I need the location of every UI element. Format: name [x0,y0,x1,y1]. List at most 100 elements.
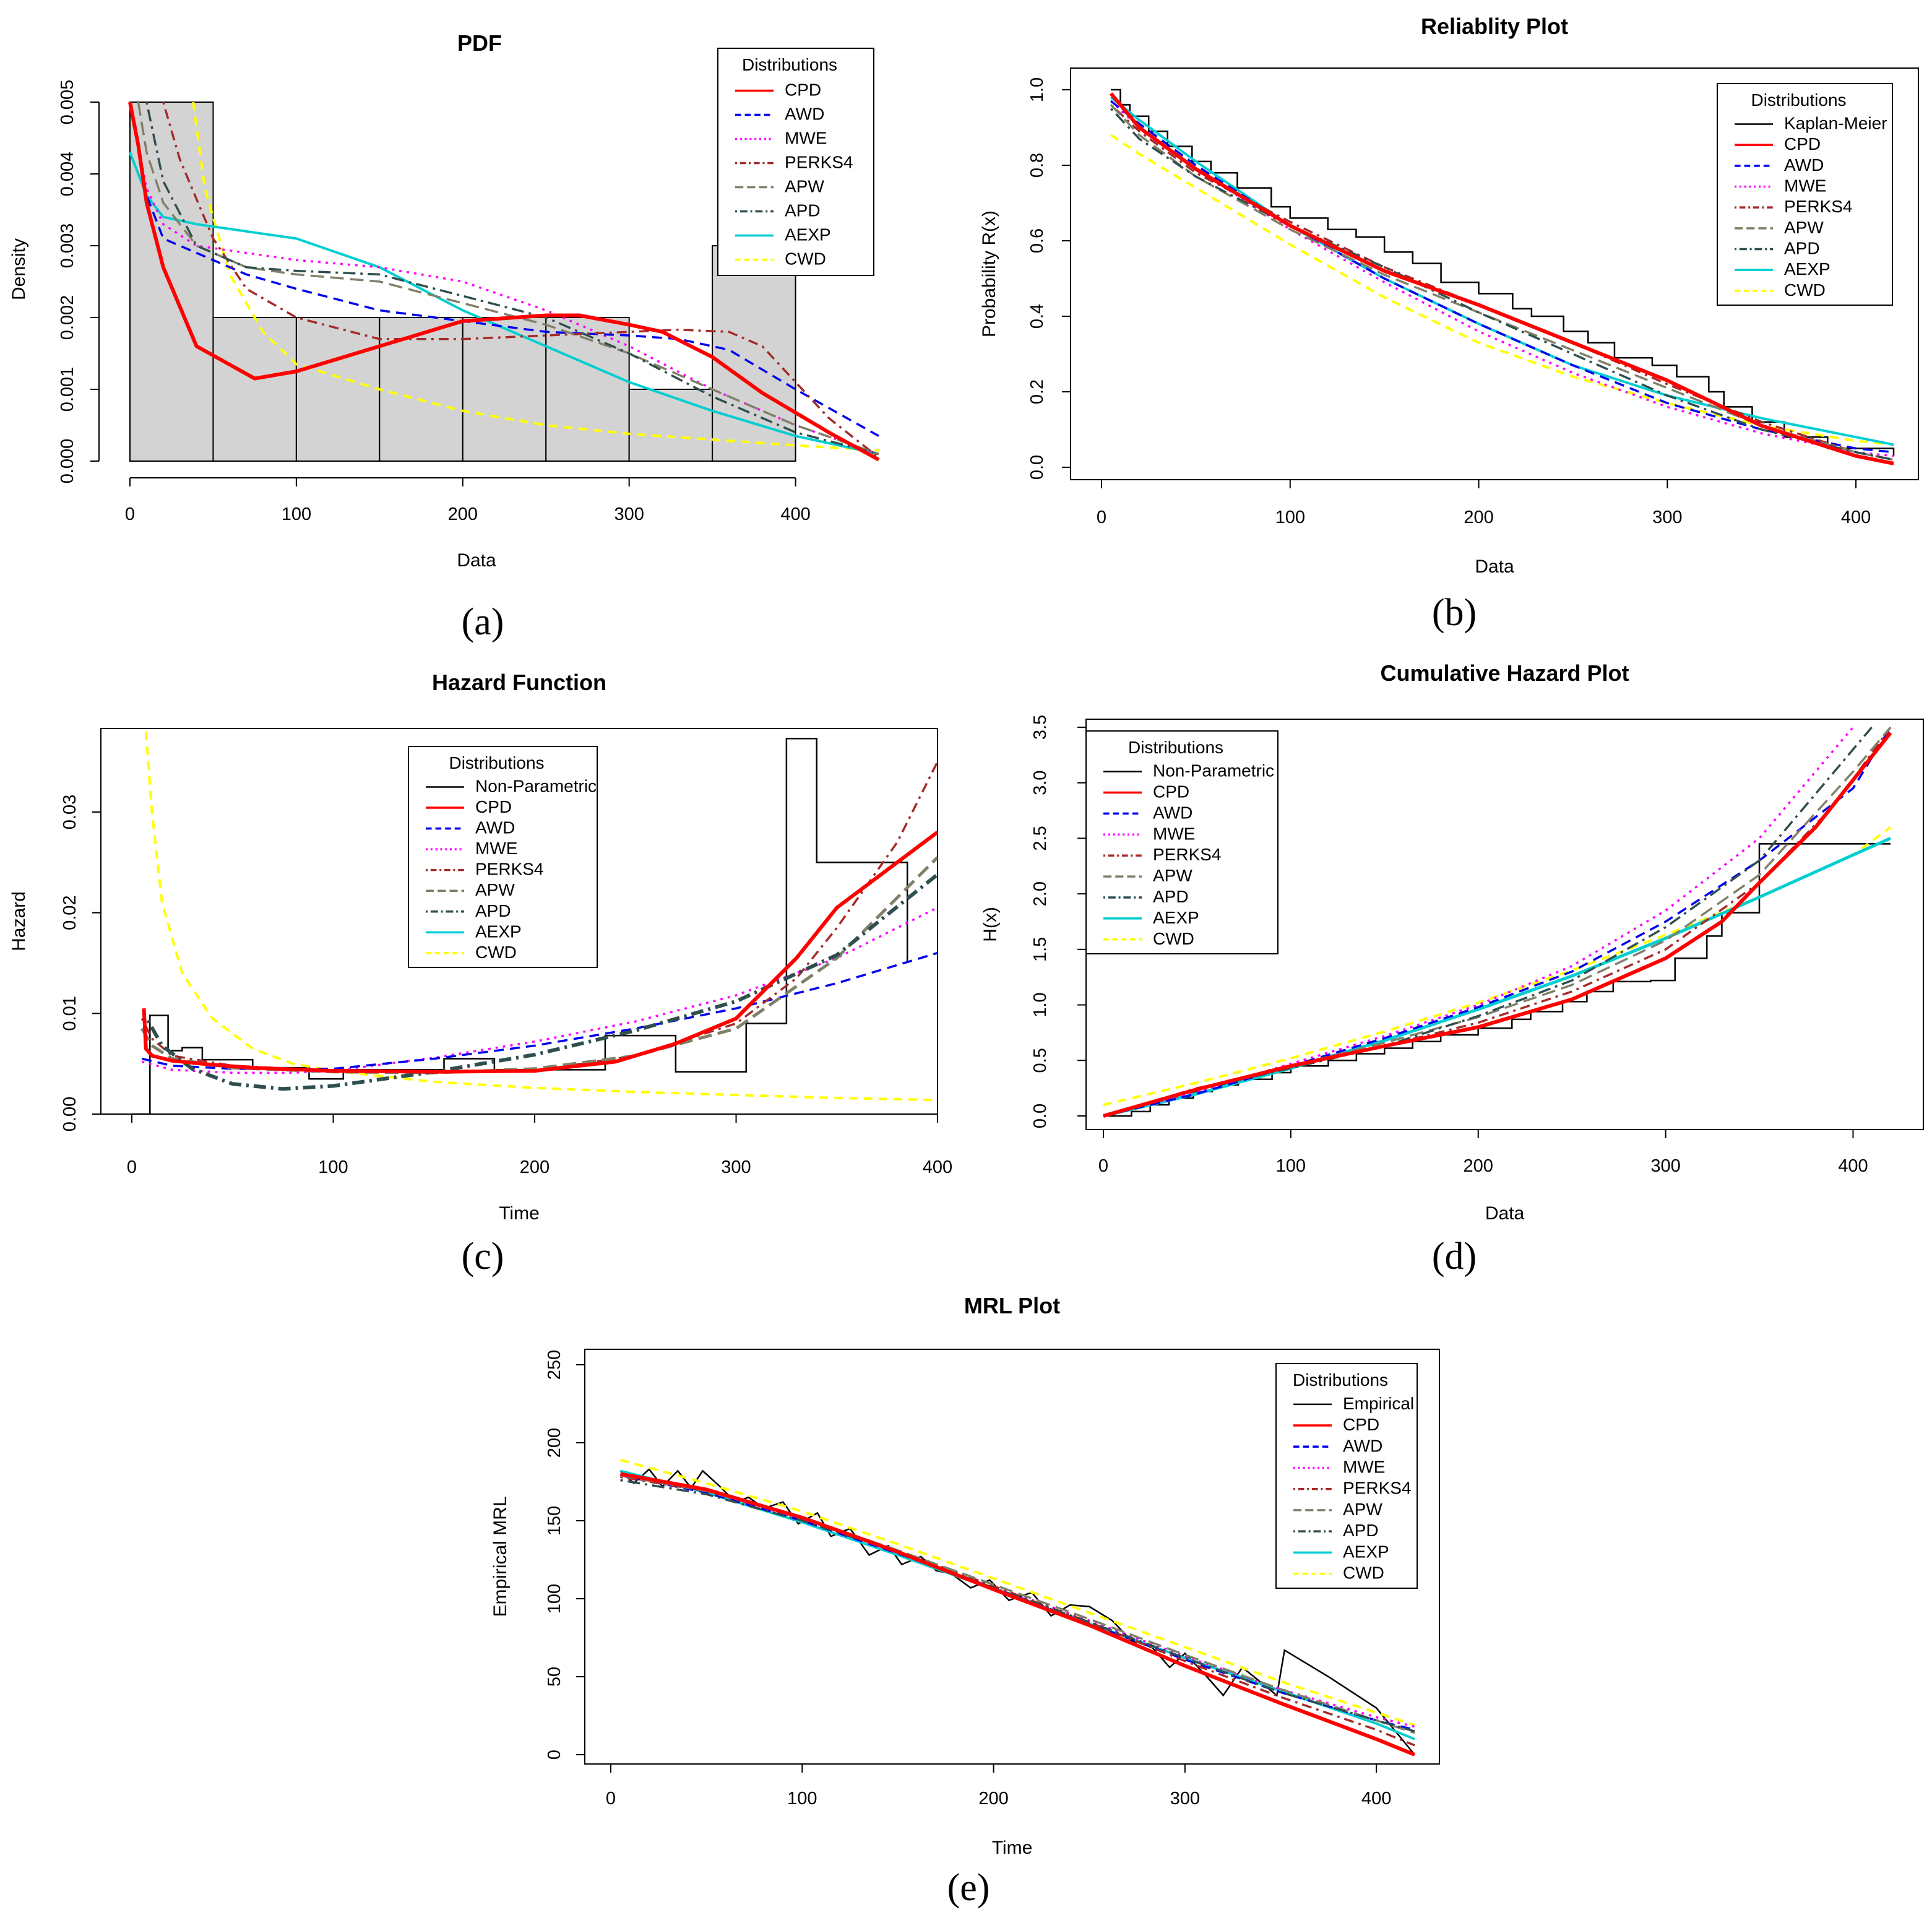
legend-box [1275,1363,1418,1589]
series-perks4 [620,1476,1415,1747]
legend-title: Distributions [449,753,544,772]
chart-title: PDF [457,30,502,56]
legend-entry: APW [1153,866,1192,885]
legend-box [408,746,598,968]
x-axis: 0 100 200 300 400 [125,477,811,524]
x-tick-label: 300 [1650,1156,1680,1176]
y-axis: 0.00 0.01 0.02 0.03 [60,795,101,1131]
legend-entry: AEXP [1343,1542,1389,1561]
y-tick-label: 1.0 [1030,992,1050,1017]
series-cpd [1109,92,1894,465]
y-tick-label: 0.2 [1027,379,1047,404]
series-perks4 [162,102,880,459]
chart-title: MRL Plot [964,1293,1060,1318]
y-tick-label: 1.0 [1027,77,1047,102]
legend-entry: PERKS4 [1784,197,1853,216]
series-apd [1103,726,1873,1117]
y-tick-label: 0.03 [60,795,80,829]
x-axis-label: Time [992,1838,1033,1858]
x-tick-label: 300 [1652,508,1682,527]
legend-entry: MWE [1153,824,1195,843]
y-axis-label: Probability R(x) [979,210,999,337]
legend-entry: PERKS4 [785,152,853,171]
legend-entry: AWD [1343,1436,1382,1455]
series-cwd [192,102,879,452]
legend-entry: Empirical [1343,1394,1414,1413]
chart-title: Cumulative Hazard Plot [1380,660,1629,686]
legend-entry: CWD [475,943,517,962]
legend-entry: PERKS4 [1343,1479,1412,1498]
legend-entry: CWD [1784,280,1826,300]
y-tick-label: 0.8 [1027,153,1047,178]
y-tick-label: 1.5 [1030,937,1050,962]
histogram [129,102,796,462]
legend-title: Distributions [1293,1370,1388,1390]
legend-entry: Kaplan-Meier [1784,114,1887,133]
x-tick-label: 0 [1097,508,1106,527]
y-tick-label: 0.0 [1030,1104,1050,1128]
x-tick-label: 400 [923,1157,952,1177]
legend-entry: AWD [1153,803,1192,822]
x-axis: 0 100 200 300 400 [1097,480,1871,527]
histogram-bar [712,245,796,462]
x-axis-label: Time [499,1203,540,1224]
x-tick-label: 100 [787,1789,817,1809]
chart-panel-3: 0 100 200 300 400 0.00 0.01 0.02 0.03 Hazard Func… [9,670,952,1277]
y-tick-label: 0.004 [58,152,77,197]
y-tick-label: 100 [545,1584,564,1614]
x-tick-label: 200 [520,1157,550,1177]
histogram-bar [628,389,714,462]
y-tick-label: 250 [545,1350,564,1380]
panel-label: (e) [947,1867,990,1909]
series-apd [146,873,938,1091]
series-cwd [1110,134,1894,446]
y-tick-label: 2.5 [1030,826,1050,850]
series-group [619,1458,1416,1757]
y-axis-label: Empirical MRL [490,1496,511,1617]
legend-entry: MWE [785,128,827,147]
panel-label: (d) [1432,1235,1477,1277]
plot-frame [584,1349,1440,1765]
y-tick-label: 0.000 [58,439,77,484]
series-apw [620,1474,1415,1734]
series-kaplan-meier [1111,89,1895,456]
series-non-parametric [1103,843,1891,1117]
y-tick-label: 0.002 [58,295,77,340]
y-tick-label: 150 [545,1506,564,1536]
legend-entry: PERKS4 [475,860,544,879]
legend-entry: Non-Parametric [475,776,597,795]
legend-entry: AEXP [1153,908,1199,927]
legend-entry: CWD [785,249,826,268]
y-tick-label: 0.5 [1030,1048,1050,1073]
y-tick-label: 0.003 [58,223,77,269]
series-cpd [1103,732,1892,1118]
legend-entry: AEXP [475,922,522,941]
series-cpd [128,102,880,462]
series-apd [145,102,879,456]
series-group [1109,89,1895,465]
legend-entry: CPD [785,80,821,99]
histogram-bar [462,317,547,462]
y-tick-label: 0.00 [60,1097,80,1131]
series-group [128,102,880,462]
legend-title: Distributions [1751,90,1846,110]
x-tick-label: 0 [1098,1156,1108,1176]
x-tick-label: 200 [978,1789,1008,1809]
chart-panel-5: 0 100 200 300 400 0 50 100 150 200 250 MRL Plot Time… [490,1293,1440,1909]
legend-title: Distributions [742,55,837,74]
histogram-bar [545,317,630,462]
legend-box [1085,730,1279,954]
chart-title: Reliablity Plot [1421,14,1568,39]
legend-entry: APW [1343,1500,1382,1519]
y-tick-label: 3.0 [1030,771,1050,795]
y-tick-label: 0.001 [58,367,77,412]
y-tick-label: 0.4 [1027,304,1047,329]
series-awd [129,102,879,437]
legend-entry: CPD [1153,782,1189,802]
x-tick-label: 300 [614,504,644,524]
legend-entry: MWE [1343,1457,1385,1476]
y-axis-label: H(x) [980,907,1001,942]
legend-entry: CPD [475,797,512,816]
x-tick-label: 300 [721,1157,751,1177]
